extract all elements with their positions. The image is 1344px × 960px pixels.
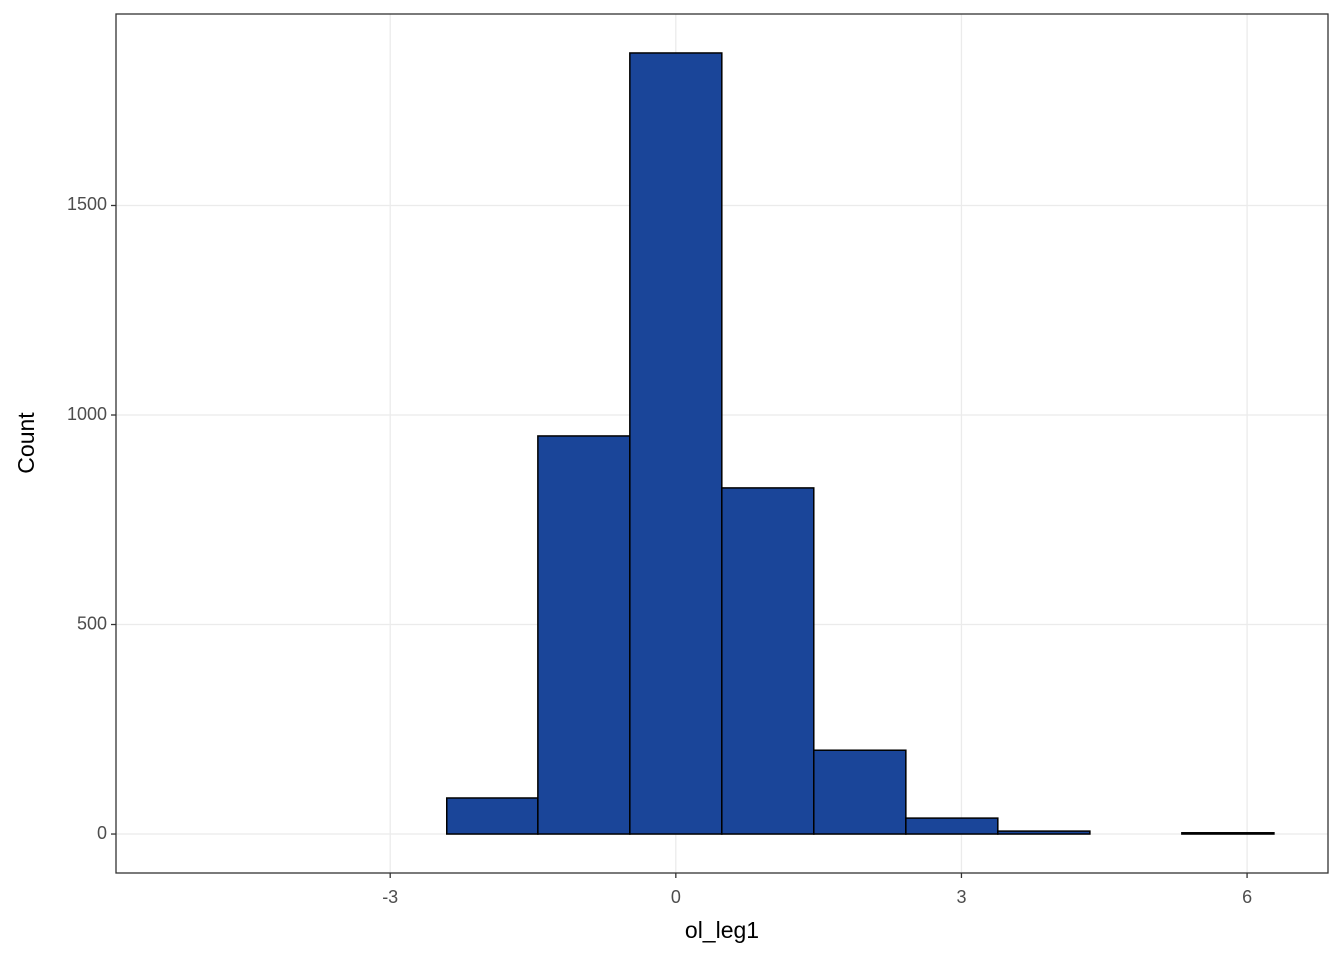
- x-tick-label: 6: [1242, 887, 1252, 907]
- bar: [905, 817, 999, 835]
- bar: [537, 435, 631, 835]
- bar: [446, 797, 539, 835]
- y-tick-label: 0: [97, 823, 107, 843]
- x-tick-label: -3: [382, 887, 398, 907]
- bar: [997, 830, 1091, 835]
- y-axis-title: Count: [13, 412, 39, 474]
- x-tick-label: 0: [671, 887, 681, 907]
- x-axis-title: ol_leg1: [685, 917, 759, 943]
- panel-border: [115, 13, 1329, 874]
- bar: [629, 52, 723, 835]
- y-tick-label: 1500: [67, 194, 107, 214]
- x-tick-label: 3: [956, 887, 966, 907]
- bar: [813, 749, 907, 835]
- bar: [1181, 832, 1275, 835]
- y-tick-label: 500: [77, 613, 107, 633]
- bar: [721, 487, 815, 835]
- y-tick-label: 1000: [67, 404, 107, 424]
